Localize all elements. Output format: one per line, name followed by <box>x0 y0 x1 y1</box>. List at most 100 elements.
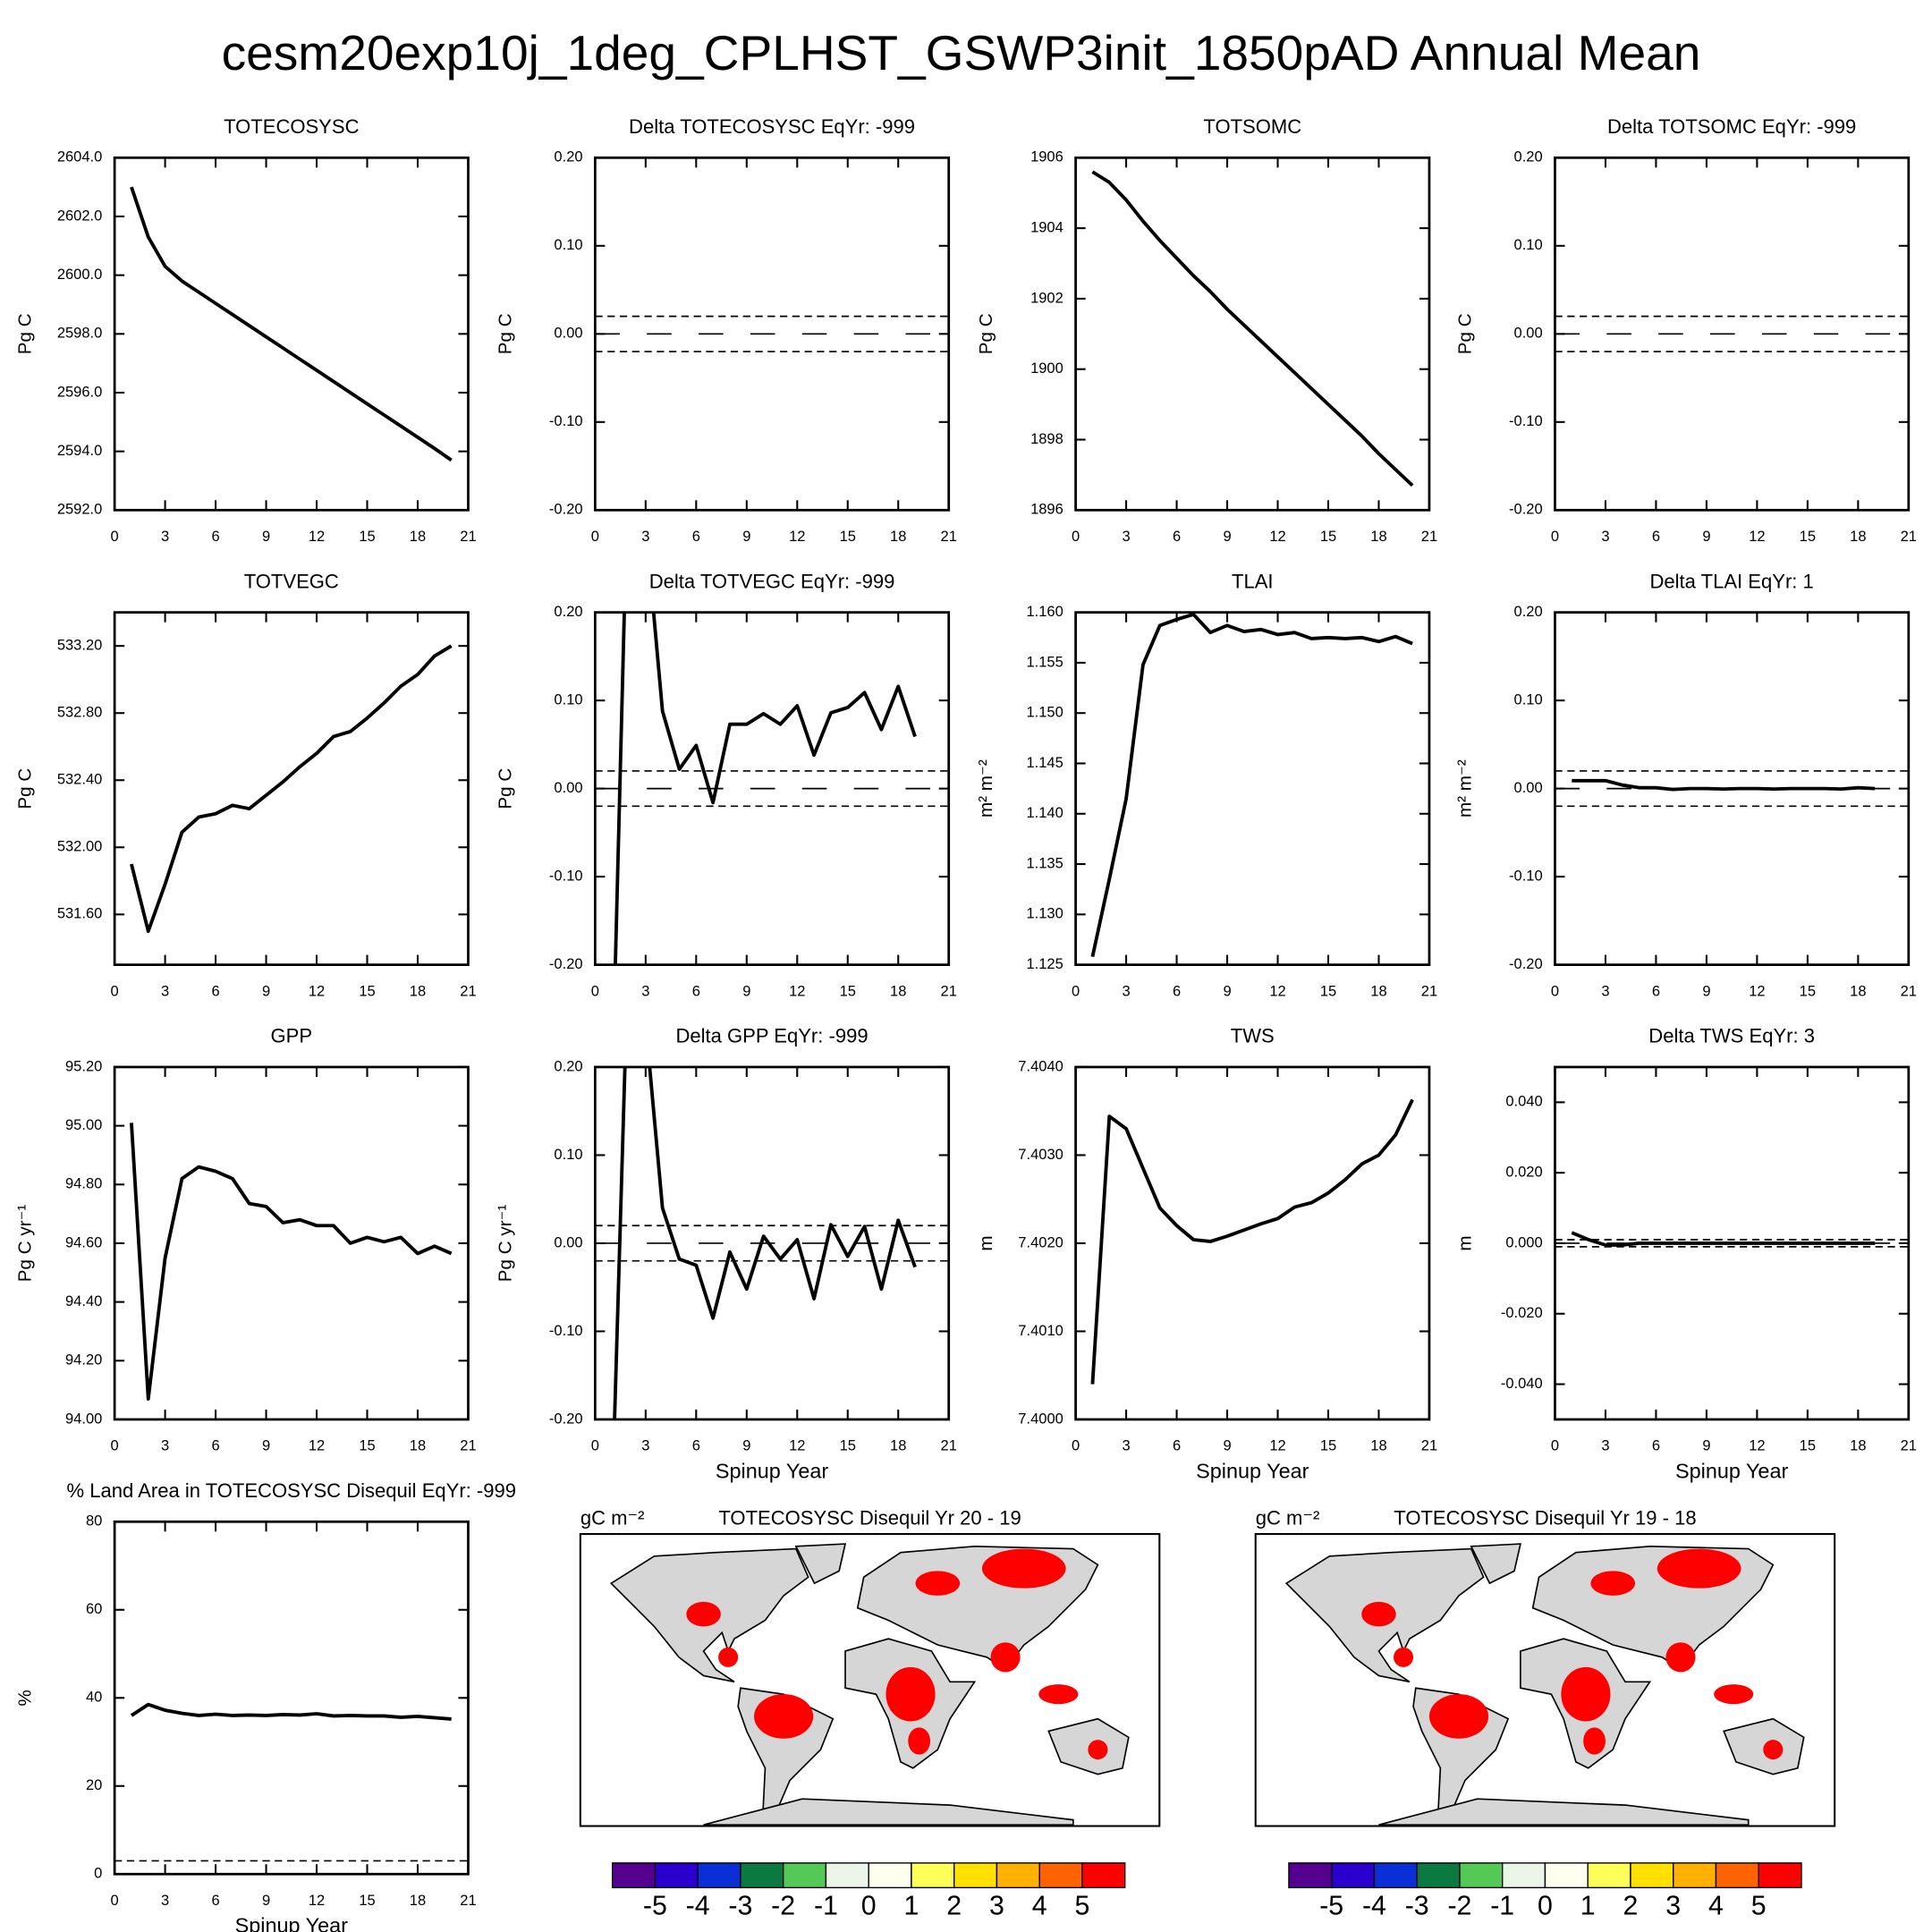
colorbar-box <box>868 1862 912 1889</box>
x-tick-label: 9 <box>742 528 750 545</box>
x-tick-label: 18 <box>1850 982 1866 999</box>
x-tick-label: 6 <box>692 528 700 545</box>
y-tick-label: -0.020 <box>1501 1304 1543 1321</box>
colorbar-box <box>1587 1862 1631 1889</box>
plot-frame <box>1074 611 1431 966</box>
x-tick-label: 6 <box>1173 1437 1181 1454</box>
plot-frame <box>593 156 951 512</box>
y-tick-label: 0.10 <box>554 236 582 253</box>
x-tick-label: 12 <box>309 528 325 545</box>
colorbar-label: 4 <box>1708 1891 1724 1920</box>
y-tick-label: -0.10 <box>549 1322 583 1339</box>
colorbar-label: 3 <box>989 1891 1004 1920</box>
x-tick-label: 15 <box>1800 528 1816 545</box>
x-tick-label: 15 <box>840 528 856 545</box>
x-tick-label: 0 <box>111 982 119 999</box>
x-tick-label: 0 <box>111 1437 119 1454</box>
x-tick-label: 3 <box>1122 1437 1130 1454</box>
data-line <box>130 1702 452 1721</box>
colorbar-label: -1 <box>814 1891 838 1920</box>
x-tick-label: 12 <box>309 982 325 999</box>
x-tick-label: 0 <box>1072 1437 1080 1454</box>
y-tick-label: 0.10 <box>554 1146 582 1163</box>
x-tick-label: 6 <box>1652 982 1660 999</box>
y-tick-label: 1.150 <box>1026 704 1063 721</box>
y-tick-label: 1900 <box>1030 360 1063 377</box>
plot-frame <box>113 1520 470 1876</box>
colorbar-box <box>1544 1862 1589 1889</box>
y-tick-label: 95.20 <box>65 1057 102 1074</box>
y-axis-label: m <box>1455 1235 1476 1250</box>
panel: TOTSOMC Pg C 0 3 6 9 12 15 18 21 1896 1898 1900 1902 1… <box>976 115 1437 545</box>
colorbar-label: 0 <box>861 1891 877 1920</box>
y-tick-label: 2596.0 <box>57 383 103 400</box>
x-tick-label: 3 <box>1601 982 1609 999</box>
map-title: TOTECOSYSC Disequil Yr 19 - 18 <box>1394 1506 1696 1529</box>
x-tick-label: 0 <box>591 528 599 545</box>
y-axis-label: Pg C <box>496 768 516 809</box>
x-tick-label: 6 <box>1652 528 1660 545</box>
y-tick-label: 0.00 <box>554 1233 582 1250</box>
map-units: gC m⁻² <box>1256 1506 1320 1529</box>
x-tick-label: 21 <box>460 528 476 545</box>
x-axis-label: Spinup Year <box>235 1914 348 1932</box>
data-line <box>1572 778 1876 792</box>
data-line <box>1090 612 1413 958</box>
colorbar-box <box>1038 1862 1083 1889</box>
y-tick-label: -0.20 <box>549 955 583 972</box>
plot-frame <box>113 156 470 512</box>
x-tick-label: 12 <box>789 1437 805 1454</box>
y-tick-label: 532.40 <box>57 771 103 788</box>
x-tick-label: 6 <box>1173 528 1181 545</box>
y-tick-label: 94.40 <box>65 1292 102 1309</box>
x-tick-label: 9 <box>1702 982 1710 999</box>
panel: % Land Area in TOTECOSYSC Disequil EqYr:… <box>14 1479 516 1932</box>
x-tick-label: 18 <box>410 528 426 545</box>
x-axis-label: Spinup Year <box>716 1459 828 1482</box>
colorbar-label: 2 <box>1623 1891 1639 1920</box>
x-tick-label: 6 <box>692 1437 700 1454</box>
colorbar-label: 2 <box>946 1891 962 1920</box>
x-tick-label: 3 <box>1601 528 1609 545</box>
y-tick-label: 0.10 <box>1514 691 1543 708</box>
map-frame <box>579 1533 1161 1827</box>
data-line <box>614 612 917 965</box>
colorbar-box <box>1081 1862 1126 1889</box>
panel-title: TWS <box>1231 1025 1275 1047</box>
x-tick-label: 18 <box>410 1892 426 1909</box>
x-tick-label: 0 <box>1551 982 1559 999</box>
colorbar-box <box>1288 1862 1333 1889</box>
y-tick-label: 2598.0 <box>57 325 103 342</box>
x-tick-label: 18 <box>1850 1437 1866 1454</box>
y-tick-label: 40 <box>86 1689 102 1706</box>
x-tick-label: 3 <box>641 1437 649 1454</box>
x-tick-label: 15 <box>840 982 856 999</box>
x-tick-label: 9 <box>262 1437 270 1454</box>
panel: TOTVEGC Pg C 0 3 6 9 12 15 18 21 531.60 532.00 532.4… <box>14 570 476 999</box>
colorbar-box <box>953 1862 998 1889</box>
y-tick-label: 0.20 <box>554 603 582 620</box>
y-tick-label: -0.10 <box>1509 867 1543 884</box>
y-tick-label: 0.00 <box>554 779 582 796</box>
colorbar-box <box>782 1862 827 1889</box>
y-axis-label: Pg C <box>14 313 35 354</box>
y-tick-label: 1904 <box>1030 218 1063 235</box>
colorbar-label: -1 <box>1490 1891 1514 1920</box>
x-tick-label: 6 <box>211 528 219 545</box>
x-tick-label: 18 <box>1370 528 1386 545</box>
colorbar-label: 1 <box>903 1891 919 1920</box>
x-tick-label: 9 <box>1702 528 1710 545</box>
x-tick-label: 18 <box>890 528 906 545</box>
y-axis-label: Pg C <box>14 768 35 809</box>
y-tick-label: 2592.0 <box>57 501 103 518</box>
y-tick-label: 7.4030 <box>1018 1146 1063 1163</box>
x-tick-label: 15 <box>1320 1437 1336 1454</box>
colorbar-label: 4 <box>1032 1891 1047 1920</box>
x-tick-label: 21 <box>1421 982 1437 999</box>
data-line <box>130 186 453 462</box>
colorbar-box <box>911 1862 955 1889</box>
colorbar-label: -5 <box>643 1891 667 1920</box>
colorbar-box <box>996 1862 1040 1889</box>
x-tick-label: 21 <box>1901 982 1917 999</box>
